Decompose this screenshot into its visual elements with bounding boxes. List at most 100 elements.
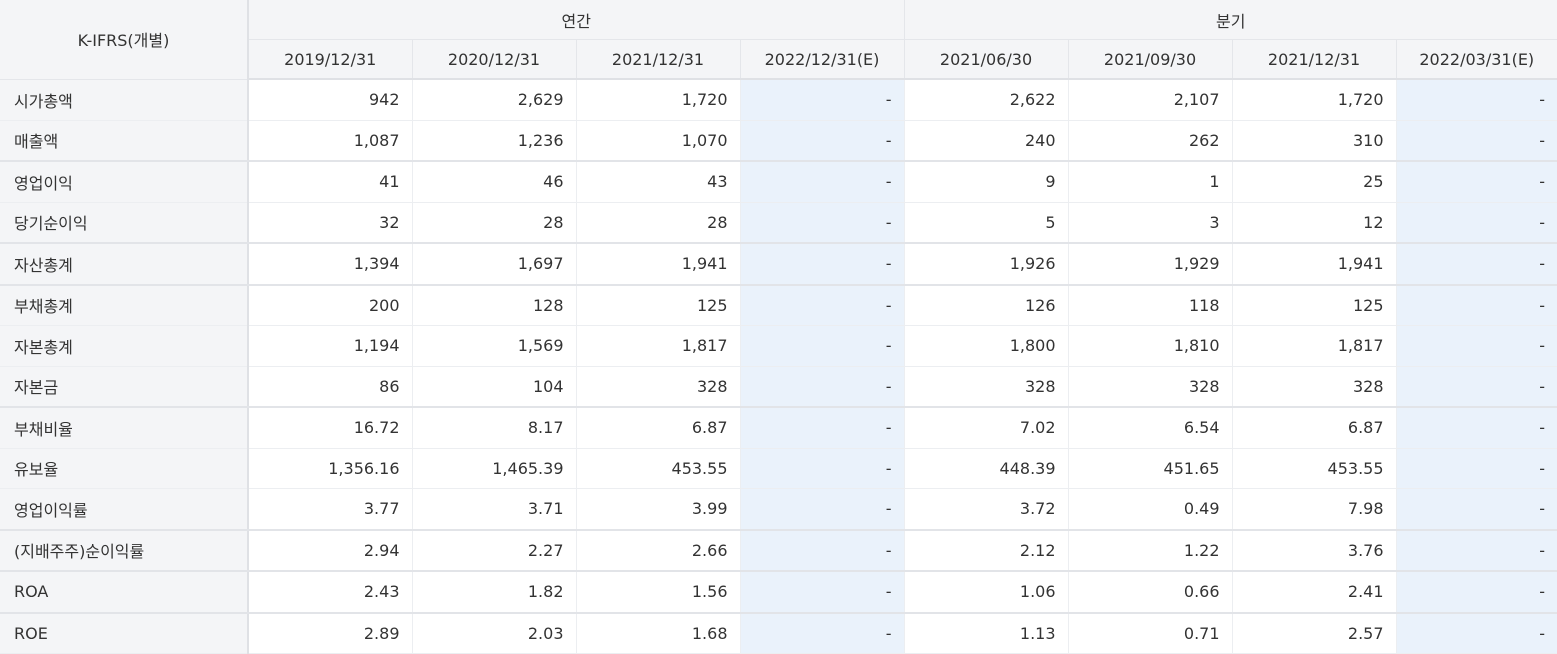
table-cell: 453.55: [576, 448, 741, 489]
row-label: 자본금: [0, 366, 249, 408]
table-cell: 6.87: [1232, 407, 1397, 449]
estimate-cell: -: [740, 612, 905, 654]
table-row: ROA 2.43 1.82 1.56-1.06 0.66 2.41-: [0, 571, 1557, 614]
table-cell: 1,817: [576, 325, 741, 367]
table-cell: 942: [248, 79, 413, 121]
estimate-cell: -: [1396, 407, 1557, 449]
table-row: 당기순이익 32 28 28-5 3 12-: [0, 202, 1557, 244]
table-cell: 41: [248, 161, 413, 203]
table-cell: 1,569: [412, 325, 577, 367]
table-cell: 2.43: [248, 571, 413, 614]
estimate-cell: -: [740, 366, 905, 408]
annual-group-header: 연간: [248, 0, 905, 40]
table-cell: 1,720: [576, 79, 741, 121]
table-cell: 1.82: [412, 571, 577, 614]
estimate-cell: -: [1396, 366, 1557, 408]
table-cell: 125: [576, 284, 741, 326]
column-header: 2022/03/31(E): [1396, 39, 1557, 80]
table-cell: 1.06: [904, 571, 1069, 614]
row-label: 부채총계: [0, 284, 249, 326]
table-cell: 1,941: [1232, 243, 1397, 286]
table-cell: 86: [248, 366, 413, 408]
row-label: 영업이익률: [0, 488, 249, 531]
table-cell: 3.77: [248, 488, 413, 531]
table-cell: 1,817: [1232, 325, 1397, 367]
table-cell: 3: [1068, 202, 1233, 244]
table-row: 부채총계 200 128 125-126 118 125-: [0, 284, 1557, 326]
table-cell: 3.71: [412, 488, 577, 531]
quarterly-group-header: 분기: [904, 0, 1557, 40]
table-cell: 32: [248, 202, 413, 244]
table-row: ROE 2.89 2.03 1.68-1.13 0.71 2.57-: [0, 612, 1557, 654]
column-header: 2022/12/31(E): [740, 39, 905, 80]
table-cell: 2.41: [1232, 571, 1397, 614]
table-cell: 1,087: [248, 120, 413, 162]
column-header: 2021/12/31: [576, 39, 741, 80]
table-cell: 328: [1068, 366, 1233, 408]
table-cell: 1,720: [1232, 79, 1397, 121]
table-cell: 1: [1068, 161, 1233, 203]
table-cell: 2.66: [576, 529, 741, 572]
table-cell: 43: [576, 161, 741, 203]
estimate-cell: -: [1396, 448, 1557, 489]
row-label: ROA: [0, 571, 249, 614]
column-header: 2020/12/31: [412, 39, 577, 80]
table-cell: 1,697: [412, 243, 577, 286]
table-cell: 1,929: [1068, 243, 1233, 286]
table-cell: 1,941: [576, 243, 741, 286]
table-cell: 9: [904, 161, 1069, 203]
estimate-cell: -: [740, 120, 905, 162]
table-cell: 2.12: [904, 529, 1069, 572]
table-cell: 126: [904, 284, 1069, 326]
table-cell: 1,465.39: [412, 448, 577, 489]
table-cell: 2.89: [248, 612, 413, 654]
table-cell: 1,194: [248, 325, 413, 367]
estimate-cell: -: [740, 161, 905, 203]
table-row: 영업이익 41 46 43-9 1 25-: [0, 161, 1557, 203]
column-header: 2019/12/31: [248, 39, 413, 80]
table-cell: 5: [904, 202, 1069, 244]
table-cell: 128: [412, 284, 577, 326]
estimate-cell: -: [740, 202, 905, 244]
table-cell: 2,629: [412, 79, 577, 121]
table-cell: 2,622: [904, 79, 1069, 121]
table-cell: 7.98: [1232, 488, 1397, 531]
row-label: 유보율: [0, 448, 249, 489]
table-cell: 328: [1232, 366, 1397, 408]
table-cell: 28: [412, 202, 577, 244]
estimate-cell: -: [1396, 161, 1557, 203]
table-cell: 3.99: [576, 488, 741, 531]
estimate-cell: -: [1396, 529, 1557, 572]
table-row: 매출액 1,087 1,236 1,070-240 262 310-: [0, 120, 1557, 162]
table-cell: 200: [248, 284, 413, 326]
table-cell: 1,800: [904, 325, 1069, 367]
table-cell: 262: [1068, 120, 1233, 162]
table-header: K-IFRS(개별) 연간 분기 2019/12/31 2020/12/31 2…: [0, 0, 1557, 80]
table-cell: 104: [412, 366, 577, 408]
row-label: 당기순이익: [0, 202, 249, 244]
table-cell: 1,394: [248, 243, 413, 286]
table-cell: 3.76: [1232, 529, 1397, 572]
table-cell: 118: [1068, 284, 1233, 326]
estimate-cell: -: [740, 448, 905, 489]
table-cell: 2.27: [412, 529, 577, 572]
row-label: 자산총계: [0, 243, 249, 286]
table-cell: 0.66: [1068, 571, 1233, 614]
column-header: 2021/09/30: [1068, 39, 1233, 80]
table-row: 유보율 1,356.16 1,465.39 453.55-448.39 451.65 45…: [0, 448, 1557, 489]
table-cell: 6.54: [1068, 407, 1233, 449]
row-label: 부채비율: [0, 407, 249, 449]
table-cell: 16.72: [248, 407, 413, 449]
estimate-cell: -: [1396, 120, 1557, 162]
table-cell: 310: [1232, 120, 1397, 162]
table-cell: 0.49: [1068, 488, 1233, 531]
estimate-cell: -: [1396, 243, 1557, 286]
estimate-cell: -: [740, 325, 905, 367]
table-row: 부채비율 16.72 8.17 6.87-7.02 6.54 6.87-: [0, 407, 1557, 449]
accounting-standard-label: K-IFRS(개별): [0, 0, 249, 80]
estimate-cell: -: [1396, 79, 1557, 121]
estimate-cell: -: [740, 488, 905, 531]
table-cell: 1.68: [576, 612, 741, 654]
row-label: 영업이익: [0, 161, 249, 203]
